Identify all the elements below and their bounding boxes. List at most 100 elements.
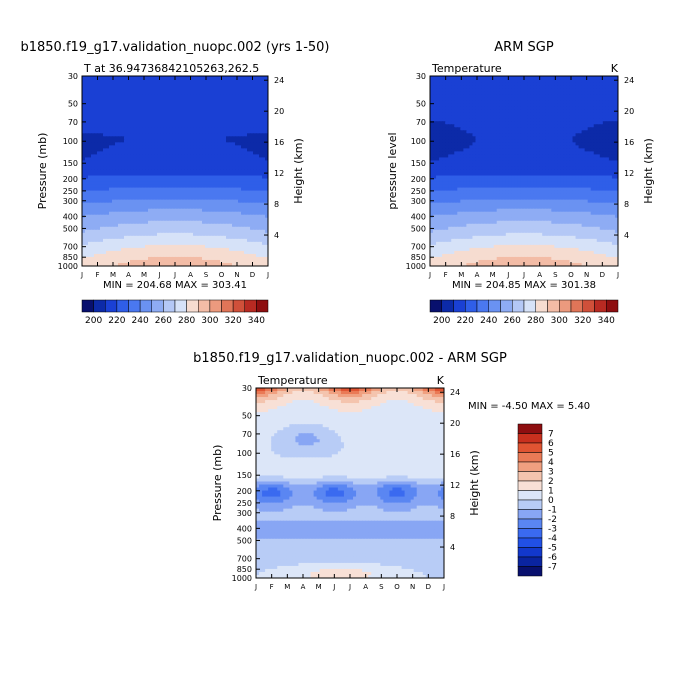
field-cell bbox=[593, 91, 598, 95]
field-cell bbox=[139, 193, 143, 198]
field-cell bbox=[181, 169, 185, 174]
field-cell bbox=[157, 199, 161, 204]
field-cell bbox=[208, 196, 212, 201]
field-cell bbox=[548, 85, 552, 89]
field-cell bbox=[256, 211, 260, 216]
field-cell bbox=[235, 220, 239, 225]
field-cell bbox=[505, 91, 510, 95]
field-cell bbox=[259, 88, 263, 92]
field-cell bbox=[202, 238, 206, 243]
field-cell bbox=[118, 259, 122, 264]
field-cell bbox=[584, 91, 589, 95]
field-cell bbox=[517, 115, 522, 119]
field-cell bbox=[100, 211, 104, 216]
field-cell bbox=[241, 259, 245, 264]
field-cell bbox=[115, 238, 119, 243]
field-cell bbox=[91, 214, 95, 219]
field-cell bbox=[193, 160, 197, 165]
field-cell bbox=[208, 148, 212, 152]
field-cell bbox=[539, 112, 543, 116]
field-cell bbox=[259, 175, 263, 180]
field-cell bbox=[256, 109, 260, 113]
field-cell bbox=[118, 256, 122, 261]
field-cell bbox=[442, 82, 446, 86]
field-cell bbox=[262, 196, 266, 201]
field-cell bbox=[238, 199, 242, 204]
field-cell bbox=[581, 109, 586, 113]
field-cell bbox=[133, 208, 137, 213]
field-cell bbox=[235, 247, 239, 252]
field-cell bbox=[106, 226, 110, 231]
field-cell bbox=[94, 103, 98, 107]
field-cell bbox=[85, 151, 89, 156]
field-cell bbox=[157, 160, 161, 165]
field-cell bbox=[232, 100, 236, 104]
field-cell bbox=[533, 106, 537, 110]
field-cell bbox=[463, 79, 467, 83]
field-cell bbox=[259, 91, 263, 95]
field-cell bbox=[124, 193, 128, 198]
field-cell bbox=[136, 88, 140, 92]
field-cell bbox=[265, 178, 268, 183]
field-cell bbox=[88, 109, 92, 113]
field-cell bbox=[262, 223, 266, 228]
field-cell bbox=[256, 232, 260, 237]
field-cell bbox=[247, 262, 251, 266]
field-cell bbox=[587, 85, 592, 89]
field-cell bbox=[100, 175, 104, 180]
field-cell bbox=[151, 202, 155, 207]
field-cell bbox=[253, 91, 257, 95]
field-cell bbox=[112, 109, 116, 113]
field-cell bbox=[466, 106, 471, 110]
field-cell bbox=[91, 190, 95, 195]
field-cell bbox=[112, 148, 116, 152]
field-cell bbox=[154, 190, 158, 195]
field-cell bbox=[238, 250, 242, 255]
field-cell bbox=[217, 211, 221, 216]
field-cell bbox=[226, 175, 230, 180]
field-cell bbox=[232, 253, 236, 258]
colorbar-swatch bbox=[93, 299, 106, 313]
field-cell bbox=[166, 196, 170, 201]
field-cell bbox=[136, 244, 140, 249]
field-cell bbox=[244, 253, 248, 258]
field-cell bbox=[439, 103, 443, 107]
field-cell bbox=[130, 121, 134, 125]
field-cell bbox=[199, 103, 203, 107]
field-cell bbox=[157, 115, 161, 119]
field-cell bbox=[581, 91, 586, 95]
field-cell bbox=[100, 124, 104, 128]
field-cell bbox=[130, 226, 134, 231]
field-cell bbox=[100, 250, 104, 255]
field-cell bbox=[542, 79, 546, 83]
field-cell bbox=[97, 103, 101, 107]
field-cell bbox=[605, 88, 610, 92]
field-cell bbox=[175, 88, 179, 92]
field-cell bbox=[124, 112, 128, 116]
field-cell bbox=[118, 193, 122, 198]
field-cell bbox=[475, 118, 480, 122]
field-cell bbox=[256, 148, 260, 152]
field-cell bbox=[181, 151, 185, 156]
field-cell bbox=[238, 115, 242, 119]
field-cell bbox=[97, 124, 101, 128]
field-cell bbox=[247, 238, 251, 243]
field-cell bbox=[241, 238, 245, 243]
field-cell bbox=[208, 220, 212, 225]
field-cell bbox=[533, 76, 537, 80]
field-cell bbox=[88, 208, 92, 213]
field-cell bbox=[205, 193, 209, 198]
field-cell bbox=[169, 238, 173, 243]
field-cell bbox=[265, 127, 268, 131]
field-cell bbox=[575, 112, 580, 116]
field-cell bbox=[581, 103, 586, 107]
field-cell bbox=[253, 208, 257, 213]
field-cell bbox=[442, 112, 446, 116]
field-cell bbox=[151, 151, 155, 156]
field-cell bbox=[214, 241, 218, 246]
field-cell bbox=[115, 136, 119, 140]
field-cell bbox=[554, 106, 558, 110]
field-cell bbox=[133, 121, 137, 125]
field-cell bbox=[259, 112, 263, 116]
field-cell bbox=[100, 205, 104, 210]
